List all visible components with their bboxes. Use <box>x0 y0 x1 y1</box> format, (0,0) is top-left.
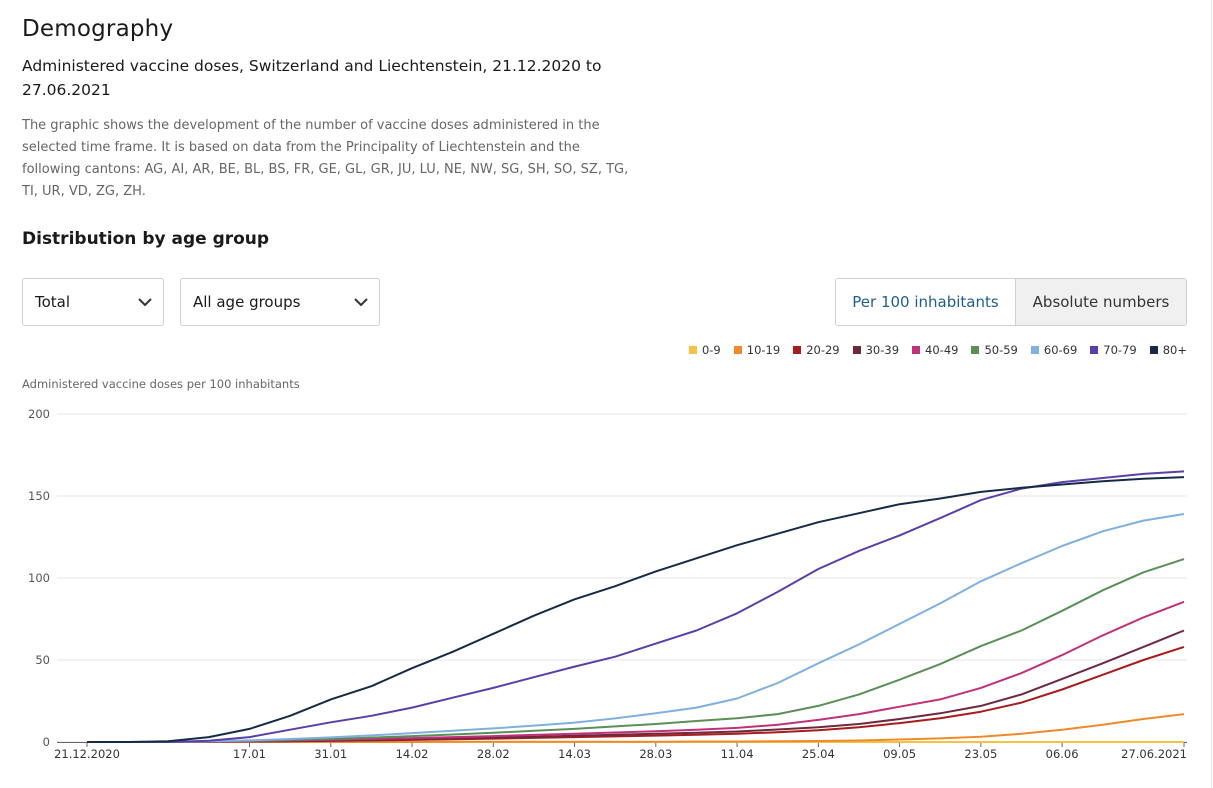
legend-swatch <box>912 346 921 354</box>
legend-label: 30-39 <box>865 343 900 357</box>
legend-swatch <box>733 346 742 354</box>
legend-swatch <box>971 346 980 354</box>
section-title: Distribution by age group <box>22 229 270 249</box>
y-tick-label: 50 <box>35 653 50 667</box>
legend-label: 10-19 <box>746 343 781 357</box>
legend-swatch <box>1090 346 1099 354</box>
y-tick-label: 0 <box>43 735 50 749</box>
legend-swatch <box>852 346 861 354</box>
x-tick-label: 09.05 <box>883 747 916 761</box>
y-tick-label: 200 <box>28 407 50 421</box>
legend-label: 40-49 <box>925 343 959 357</box>
x-tick-label: 25.04 <box>802 747 835 761</box>
legend-item[interactable]: 0-9 <box>688 343 721 357</box>
series-line-80+ <box>87 476 1185 743</box>
x-tick-label: 28.02 <box>477 747 510 761</box>
legend-label: 80+ <box>1162 343 1187 357</box>
x-tick-label: 06.06 <box>1046 747 1079 761</box>
x-tick-label: 14.03 <box>558 747 591 761</box>
legend-item[interactable]: 40-49 <box>912 343 958 357</box>
series-line-60-69 <box>87 513 1185 743</box>
legend-swatch <box>1149 346 1158 354</box>
total-select-value: Total <box>35 293 71 311</box>
chart-legend: 0-9 10-19 20-29 30-39 40-49 50-59 60-69 70-79 80… <box>688 343 1187 357</box>
legend-item[interactable]: 20-29 <box>793 343 840 357</box>
chevron-down-icon <box>138 298 152 307</box>
legend-swatch <box>688 346 697 354</box>
legend-swatch <box>1030 346 1039 354</box>
legend-item[interactable]: 10-19 <box>733 343 781 357</box>
legend-label: 0-9 <box>701 343 721 357</box>
x-tick-label: 11.04 <box>721 747 754 761</box>
x-tick-label: 21.12.2020 <box>54 747 120 761</box>
legend-label: 50-59 <box>984 343 1018 357</box>
chart-description: The graphic shows the development of the… <box>22 118 629 199</box>
line-chart: 0 50 100 150 200 21.12.2020 17.01 31.01 14.02 28.… <box>28 407 1187 761</box>
legend-item[interactable]: 60-69 <box>1030 343 1078 357</box>
chevron-down-icon <box>354 298 368 307</box>
legend-item[interactable]: 70-79 <box>1090 343 1137 357</box>
y-tick-label: 100 <box>28 571 50 585</box>
legend-swatch <box>793 346 802 354</box>
x-tick-label: 27.06.2021 <box>1121 747 1187 761</box>
age-group-select-value: All age groups <box>193 293 301 311</box>
legend-label: 70-79 <box>1103 343 1137 357</box>
legend-item[interactable]: 30-39 <box>852 343 900 357</box>
x-tick-label: 31.01 <box>314 747 347 761</box>
page-title: Demography <box>22 16 174 42</box>
x-tick-label: 17.01 <box>233 747 266 761</box>
y-tick-label: 150 <box>28 489 50 503</box>
page-right-border <box>1211 0 1212 788</box>
total-select[interactable]: Total <box>22 278 164 326</box>
absolute-numbers-button[interactable]: Absolute numbers <box>1015 279 1186 325</box>
chart-subtitle: Administered vaccine doses, Switzerland … <box>22 57 602 99</box>
age-group-select[interactable]: All age groups <box>180 278 380 326</box>
legend-item[interactable]: 80+ <box>1149 343 1187 357</box>
series-line-70-79 <box>87 470 1185 743</box>
x-tick-label: 23.05 <box>964 747 997 761</box>
series-line-40-49 <box>87 600 1185 743</box>
x-tick-label: 14.02 <box>396 747 429 761</box>
per-100-inhabitants-button[interactable]: Per 100 inhabitants <box>836 279 1015 325</box>
y-axis-label: Administered vaccine doses per 100 inhab… <box>22 377 300 391</box>
legend-label: 20-29 <box>806 343 840 357</box>
legend-label: 60-69 <box>1043 343 1078 357</box>
legend-item[interactable]: 50-59 <box>971 343 1018 357</box>
view-toggle: Per 100 inhabitants Absolute numbers <box>835 278 1187 326</box>
x-tick-label: 28.03 <box>639 747 672 761</box>
